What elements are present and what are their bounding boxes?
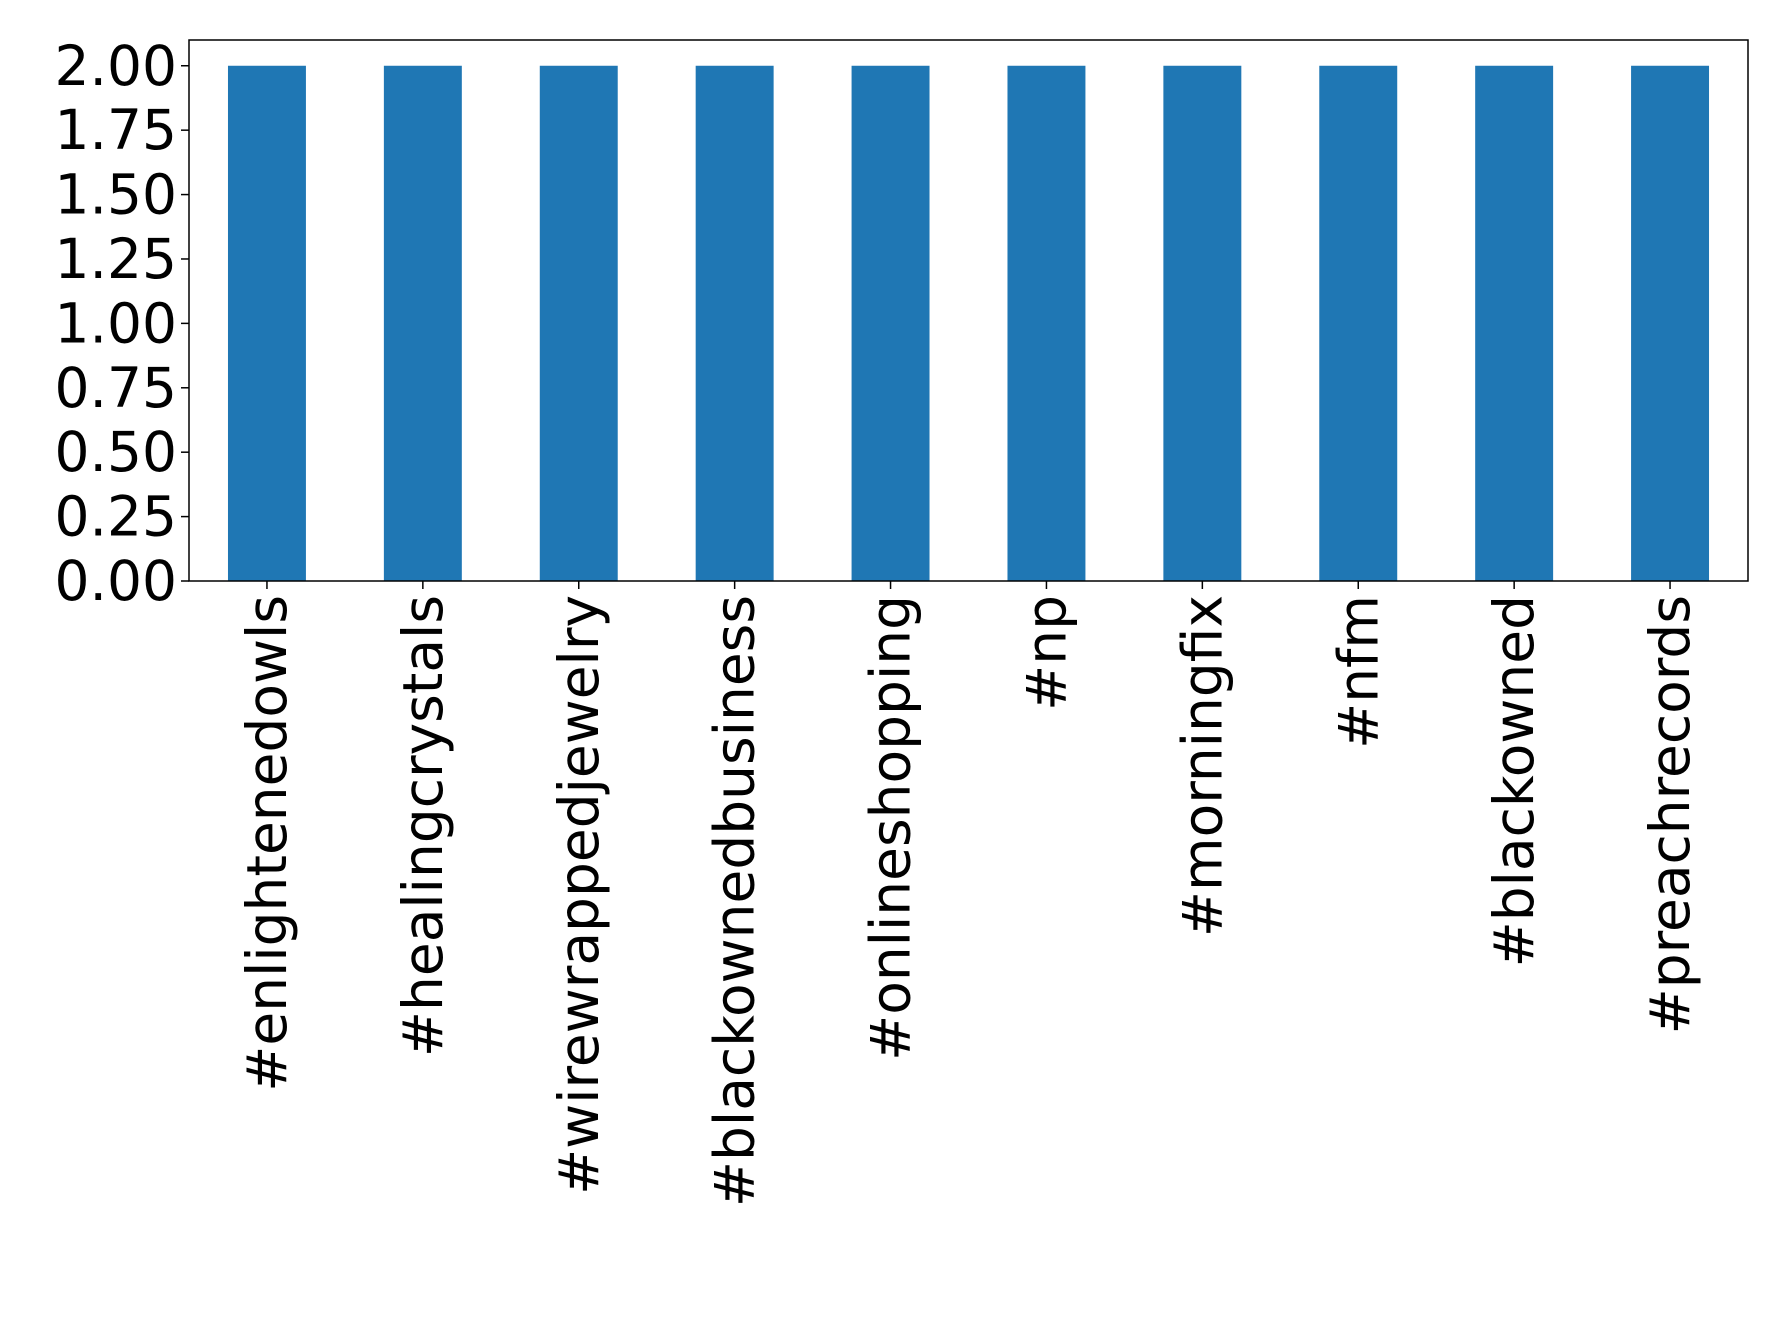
plot-frame	[188, 39, 1749, 582]
x-tick-label: #blackownedbusiness	[703, 595, 767, 1207]
x-tick-label: #blackowned	[1482, 595, 1546, 967]
y-tick-label: 1.50	[55, 163, 177, 227]
x-tick-label: #morningfix	[1170, 595, 1234, 937]
bar	[1475, 65, 1554, 581]
bar	[1319, 65, 1398, 581]
bar	[227, 65, 306, 581]
y-tick-label: 0.75	[55, 356, 177, 420]
bar	[1007, 65, 1086, 581]
y-tick-label: 1.25	[55, 227, 177, 291]
x-tick-label: #np	[1014, 595, 1078, 711]
y-tick-label: 1.75	[55, 98, 177, 162]
y-tick-label: 1.00	[55, 291, 177, 355]
bar	[1631, 65, 1710, 581]
x-tick-label: #nfm	[1326, 595, 1390, 749]
y-tick-label: 0.50	[55, 420, 177, 484]
bar	[851, 65, 930, 581]
bar	[383, 65, 462, 581]
y-tick-label: 0.25	[55, 485, 177, 549]
x-tick-label: #onlineshopping	[859, 595, 923, 1061]
x-tick-label: #wirewrappedjewelry	[547, 595, 611, 1195]
bar	[539, 65, 618, 581]
bar	[1163, 65, 1242, 581]
x-tick-label: #healingcrystals	[391, 595, 455, 1057]
y-tick-label: 0.00	[55, 549, 177, 613]
y-tick-label: 2.00	[55, 34, 177, 98]
bar	[695, 65, 774, 581]
x-tick-label: #preachrecords	[1638, 595, 1702, 1034]
x-tick-label: #enlightenedowls	[235, 595, 299, 1092]
